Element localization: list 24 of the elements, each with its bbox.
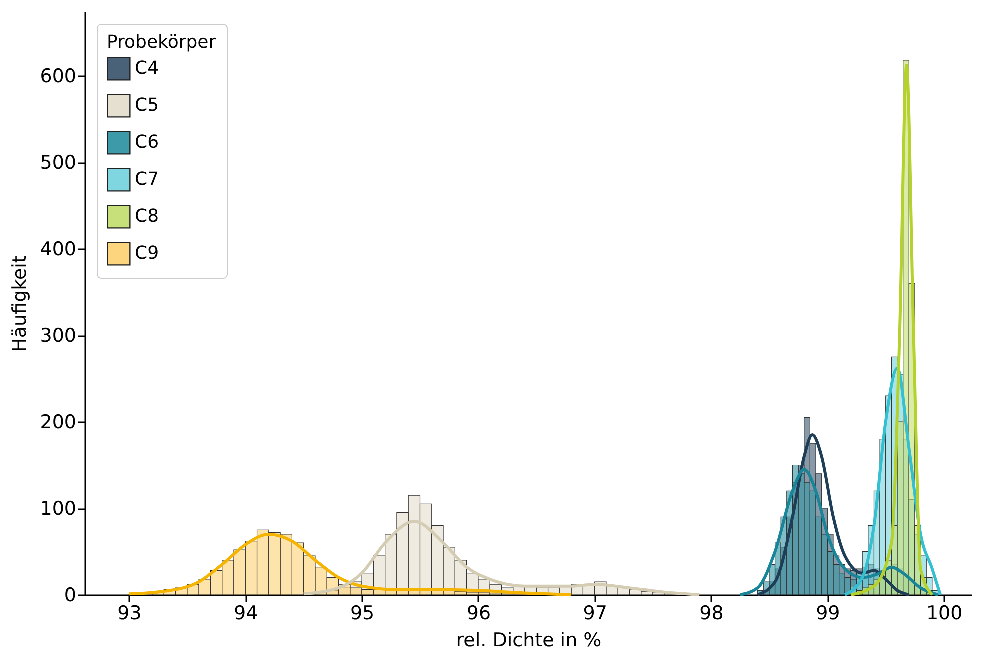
x-tick-label: 100 xyxy=(926,602,963,624)
legend-label: C6 xyxy=(135,132,160,153)
legend-label: C8 xyxy=(135,206,160,227)
x-axis-title: rel. Dichte in % xyxy=(456,630,602,652)
y-tick-label: 200 xyxy=(40,412,76,434)
legend-label: C4 xyxy=(135,58,160,79)
y-tick-label: 300 xyxy=(40,325,76,348)
x-tick-label: 99 xyxy=(816,602,840,624)
x-tick-label: 94 xyxy=(234,602,258,624)
y-tick-label: 0 xyxy=(64,584,76,606)
legend-label: C7 xyxy=(135,169,160,190)
y-tick-label: 600 xyxy=(40,66,76,88)
x-tick-label: 97 xyxy=(583,602,608,624)
x-tick-label: 98 xyxy=(700,602,724,624)
legend-label: C5 xyxy=(135,95,160,116)
y-axis-title: Häufigkeit xyxy=(9,256,32,352)
legend-label: C9 xyxy=(135,243,160,264)
y-tick-label: 500 xyxy=(40,152,76,174)
x-tick-label: 95 xyxy=(350,602,375,624)
x-tick-label: 96 xyxy=(466,602,492,624)
y-tick-label: 100 xyxy=(40,498,76,520)
legend-title: Probekörper xyxy=(107,32,217,53)
y-tick-label: 400 xyxy=(40,238,76,261)
x-tick-label: 93 xyxy=(118,602,142,624)
